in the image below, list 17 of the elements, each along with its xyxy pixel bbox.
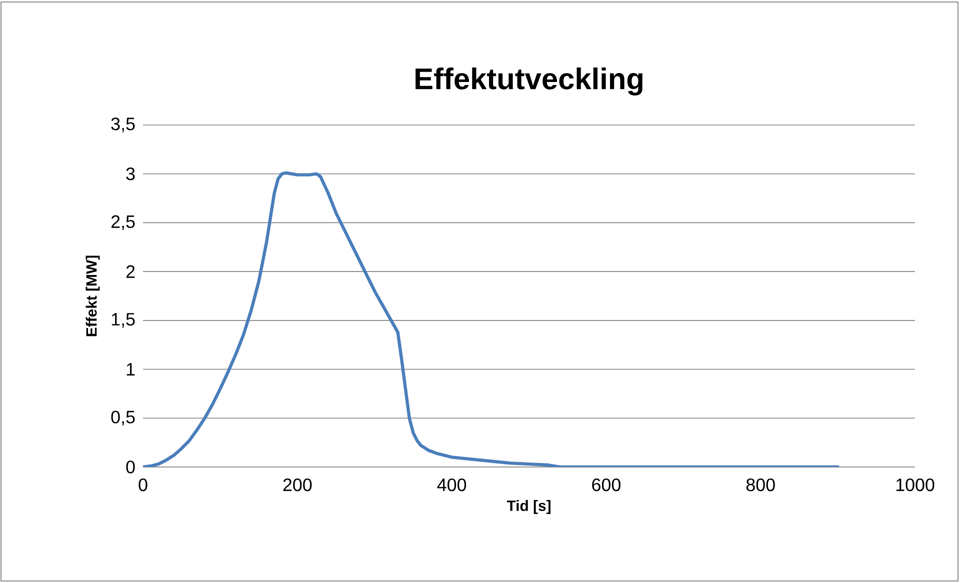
x-tick-label: 0 <box>138 478 148 492</box>
x-tick-label: 200 <box>283 478 312 492</box>
y-tick-label: 3 <box>126 167 135 180</box>
y-tick-label: 2 <box>126 265 135 278</box>
x-tick-label: 800 <box>746 478 775 492</box>
y-tick-label: 0 <box>126 460 135 474</box>
x-axis-title: Tid [s] <box>506 500 550 514</box>
chart-title: Effektutveckling <box>416 68 642 96</box>
y-axis-title: Effekt [MW] <box>86 256 100 336</box>
y-tick-label: 3,5 <box>111 118 135 132</box>
x-tick-label: 400 <box>437 478 466 492</box>
y-tick-label: 1 <box>126 363 135 376</box>
y-tick-label: 2,5 <box>111 215 135 230</box>
y-tick-label: 1,5 <box>112 313 135 328</box>
y-tick-label: 0,5 <box>111 410 135 426</box>
x-tick-label: 600 <box>592 478 620 492</box>
x-tick-label: 1000 <box>896 478 934 492</box>
